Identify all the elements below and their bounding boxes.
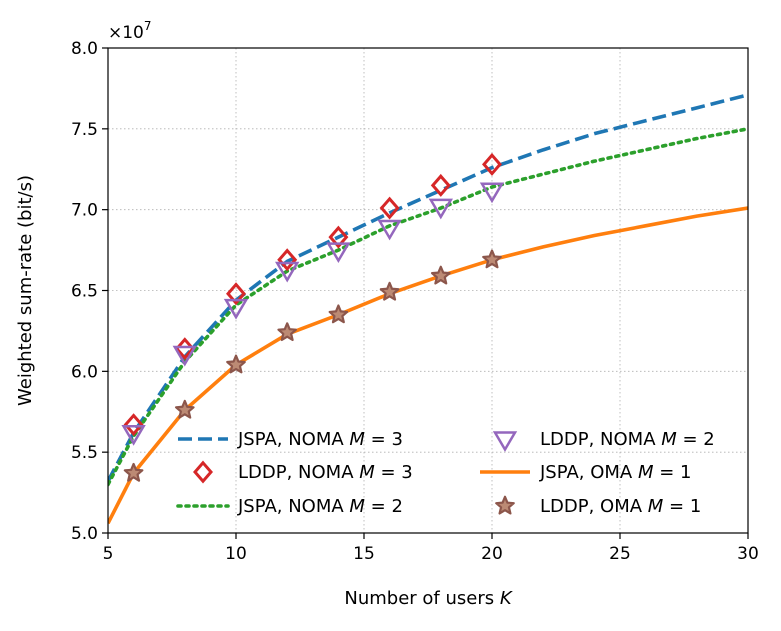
x-tick-label: 5 — [103, 544, 114, 564]
data-point-diamond — [226, 282, 246, 306]
data-point-diamond — [430, 173, 451, 197]
data-point-diamond — [328, 225, 349, 249]
series-line-4 — [108, 206, 748, 525]
data-point-triangle — [428, 198, 453, 220]
x-axis-label: Number of users K — [344, 588, 512, 609]
data-point-diamond — [482, 152, 502, 176]
legend-entry: JSPA, NOMA M = 2 — [176, 496, 403, 517]
data-point-triangle — [223, 298, 249, 320]
legend-label: LDDP, NOMA M = 3 — [238, 462, 413, 483]
data-point-diamond — [123, 413, 144, 437]
y-tick-label: 7.5 — [71, 120, 98, 140]
legend-entry: LDDP, NOMA M = 3 — [193, 460, 413, 484]
legend-label: JSPA, NOMA M = 3 — [237, 429, 403, 450]
y-tick-label: 5.0 — [71, 524, 98, 544]
data-point-triangle — [479, 182, 505, 204]
legend: JSPA, NOMA M = 3 LDDP, NOMA M = 3 JSPA, NO… — [176, 429, 715, 517]
x-tick-label: 30 — [737, 544, 759, 564]
series-markers — [121, 152, 505, 482]
legend-label: JSPA, OMA M = 1 — [539, 462, 691, 483]
data-point-star — [174, 399, 195, 419]
data-point-star — [226, 354, 246, 374]
data-point-triangle — [172, 345, 197, 367]
y-tick-label: 6.0 — [71, 362, 98, 382]
legend-entry: JSPA, NOMA M = 3 — [178, 429, 403, 450]
legend-label: JSPA, NOMA M = 2 — [237, 496, 403, 517]
legend-label: LDDP, NOMA M = 2 — [540, 429, 715, 450]
data-point-star — [482, 249, 502, 269]
data-point-star — [277, 322, 298, 342]
series-line-0 — [108, 93, 748, 483]
y-tick-label: 6.5 — [71, 282, 98, 302]
data-point-star — [379, 281, 400, 301]
data-point-diamond — [174, 337, 195, 361]
legend-entry: JSPA, OMA M = 1 — [480, 462, 691, 483]
data-point-star — [430, 265, 451, 285]
legend-entry: LDDP, NOMA M = 2 — [492, 429, 715, 452]
series-layer — [108, 93, 748, 525]
y-tick-label: 7.0 — [71, 201, 98, 221]
x-tick-label: 20 — [481, 544, 503, 564]
series-lines — [108, 93, 748, 525]
data-point-triangle — [275, 261, 300, 283]
y-tick-label: 5.5 — [71, 443, 98, 463]
data-point-triangle — [121, 425, 146, 446]
data-point-triangle — [492, 431, 518, 452]
data-point-triangle — [377, 219, 402, 241]
legend-label: LDDP, OMA M = 1 — [540, 496, 701, 517]
x-tick-label: 15 — [353, 544, 375, 564]
data-point-star — [328, 304, 349, 324]
data-point-diamond — [193, 460, 213, 484]
ticks-layer: 5 10 15 20 25 30 5.0 5.5 6.0 6.5 7.0 7.5 8.0 — [71, 39, 759, 564]
y-axis-label: Weighted sum-rate (bit/s) — [15, 175, 36, 406]
x-tick-label: 10 — [225, 544, 247, 564]
legend-entry: LDDP, OMA M = 1 — [495, 495, 701, 517]
data-point-star — [123, 462, 144, 482]
x-tick-label: 25 — [609, 544, 631, 564]
grid-layer — [107, 47, 749, 534]
y-multiplier-label: ×107 — [108, 19, 152, 43]
data-point-triangle — [326, 242, 351, 264]
data-point-diamond — [277, 248, 298, 272]
data-point-diamond — [379, 196, 400, 220]
y-tick-label: 8.0 — [71, 39, 98, 59]
data-point-star — [495, 495, 515, 515]
